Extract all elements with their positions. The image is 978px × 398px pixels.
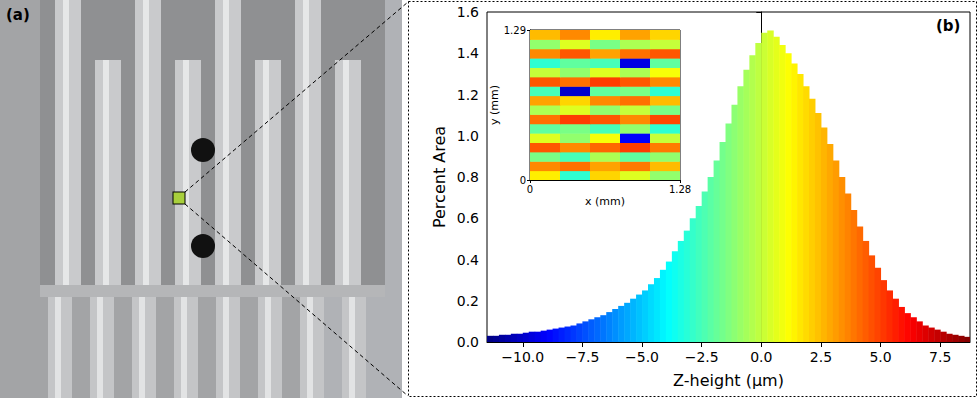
svg-text:0.8: 0.8 [457, 169, 479, 185]
svg-text:−7.5: −7.5 [565, 349, 599, 365]
svg-text:0.4: 0.4 [457, 252, 479, 268]
svg-text:5.0: 5.0 [869, 349, 891, 365]
svg-text:(a): (a) [6, 6, 30, 24]
svg-text:0: 0 [520, 175, 526, 186]
svg-text:0: 0 [527, 184, 533, 195]
svg-text:−5.0: −5.0 [625, 349, 659, 365]
svg-text:1.29: 1.29 [504, 25, 526, 36]
svg-text:y (mm): y (mm) [488, 85, 501, 125]
svg-text:7.5: 7.5 [929, 349, 951, 365]
svg-text:1.2: 1.2 [457, 87, 479, 103]
svg-text:Z-height (μm): Z-height (μm) [673, 371, 784, 390]
svg-text:(b): (b) [936, 17, 960, 35]
svg-text:1.6: 1.6 [457, 4, 479, 20]
svg-text:1.28: 1.28 [669, 184, 691, 195]
svg-text:−10.0: −10.0 [501, 349, 544, 365]
svg-text:2.5: 2.5 [810, 349, 832, 365]
svg-text:1.4: 1.4 [457, 45, 479, 61]
svg-text:0.6: 0.6 [457, 210, 479, 226]
svg-text:Percent Area: Percent Area [430, 126, 449, 228]
svg-text:0.0: 0.0 [457, 334, 479, 350]
svg-text:x (mm): x (mm) [585, 195, 625, 208]
svg-text:0.0: 0.0 [750, 349, 772, 365]
svg-text:0.2: 0.2 [457, 293, 479, 309]
svg-text:1.0: 1.0 [457, 128, 479, 144]
svg-text:−2.5: −2.5 [685, 349, 719, 365]
